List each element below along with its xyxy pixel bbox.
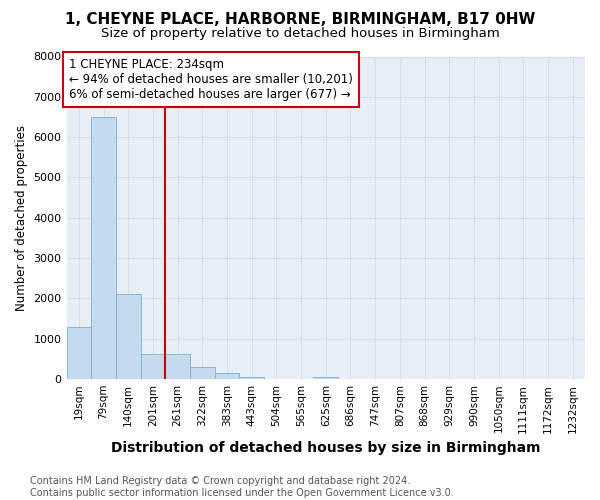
Bar — [140, 354, 165, 379]
X-axis label: Distribution of detached houses by size in Birmingham: Distribution of detached houses by size … — [111, 441, 541, 455]
Bar — [67, 326, 91, 379]
Text: Contains HM Land Registry data © Crown copyright and database right 2024.
Contai: Contains HM Land Registry data © Crown c… — [30, 476, 454, 498]
Bar — [165, 354, 190, 379]
Bar — [313, 376, 338, 379]
Bar — [91, 117, 116, 379]
Bar — [215, 374, 239, 379]
Bar — [190, 368, 215, 379]
Text: 1, CHEYNE PLACE, HARBORNE, BIRMINGHAM, B17 0HW: 1, CHEYNE PLACE, HARBORNE, BIRMINGHAM, B… — [65, 12, 535, 28]
Text: 1 CHEYNE PLACE: 234sqm
← 94% of detached houses are smaller (10,201)
6% of semi-: 1 CHEYNE PLACE: 234sqm ← 94% of detached… — [69, 58, 353, 101]
Bar — [116, 294, 140, 379]
Y-axis label: Number of detached properties: Number of detached properties — [15, 125, 28, 311]
Text: Size of property relative to detached houses in Birmingham: Size of property relative to detached ho… — [101, 28, 499, 40]
Bar — [239, 376, 264, 379]
